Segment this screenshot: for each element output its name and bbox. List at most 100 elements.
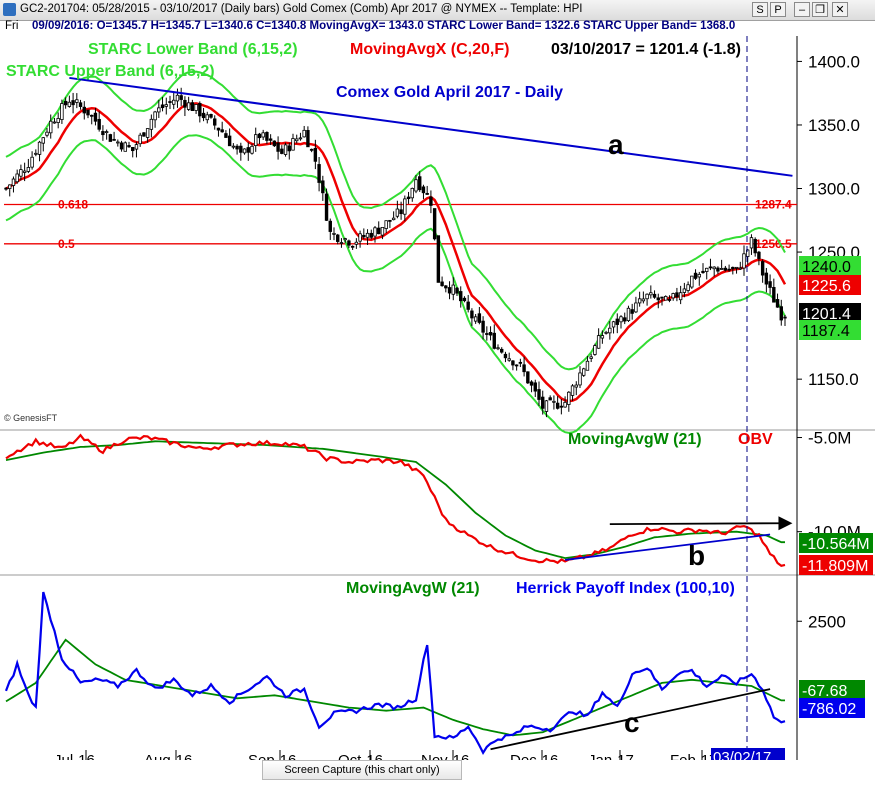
- candle-body: [626, 307, 631, 322]
- candle: [138, 132, 142, 147]
- candle: [190, 99, 195, 112]
- candle-body: [589, 356, 593, 359]
- candle-body: [596, 335, 601, 349]
- candle-body: [384, 220, 388, 229]
- candle: [324, 188, 329, 221]
- candle-body: [257, 133, 262, 139]
- candle-body: [86, 109, 90, 116]
- screen-capture-button[interactable]: Screen Capture (this chart only): [262, 760, 462, 780]
- candle-body: [585, 360, 590, 371]
- candle: [511, 360, 515, 371]
- candle: [485, 326, 489, 341]
- candle-body: [116, 141, 120, 144]
- candle-body: [529, 381, 534, 386]
- annotation-c: c: [624, 707, 640, 738]
- candle: [444, 285, 448, 293]
- candle: [447, 281, 452, 300]
- x-tick-label: Oct-16: [338, 752, 383, 760]
- candle: [101, 125, 105, 141]
- candle-body: [734, 266, 739, 269]
- candle: [570, 384, 575, 401]
- candle: [585, 356, 590, 371]
- candle: [172, 91, 176, 110]
- candle-body: [712, 266, 716, 270]
- s-button[interactable]: S: [752, 2, 768, 17]
- candle-body: [470, 310, 474, 319]
- candle-body: [224, 133, 228, 138]
- candle-body: [738, 267, 742, 270]
- candle: [693, 269, 698, 280]
- value-tag-bg: [799, 275, 861, 295]
- candle: [526, 371, 530, 385]
- candle: [22, 162, 27, 182]
- candle: [615, 313, 619, 334]
- candle: [8, 184, 12, 197]
- close-button[interactable]: ✕: [832, 2, 848, 17]
- candle-body: [395, 208, 400, 217]
- candle: [142, 132, 146, 137]
- candle: [328, 218, 332, 240]
- candle-body: [500, 348, 504, 353]
- candle-body: [541, 396, 545, 409]
- candle-body: [708, 266, 713, 269]
- candle-body: [567, 391, 571, 405]
- candle: [768, 274, 772, 295]
- candle-body: [239, 145, 243, 153]
- candle-body: [425, 193, 429, 195]
- candle-body: [138, 134, 142, 145]
- candle-body: [641, 298, 646, 302]
- candle: [19, 164, 23, 181]
- candle: [227, 128, 232, 147]
- candle-body: [101, 131, 105, 136]
- p-button[interactable]: P: [770, 2, 786, 17]
- candle-body: [742, 253, 746, 269]
- candle-body: [26, 167, 31, 172]
- starc-lower-band-line: [5, 134, 786, 434]
- candle: [365, 229, 370, 245]
- candle-body: [578, 372, 582, 386]
- candle-body: [142, 132, 146, 137]
- candle: [391, 211, 396, 221]
- candle: [395, 200, 400, 219]
- candle: [496, 344, 500, 351]
- candle: [604, 330, 608, 335]
- candle: [775, 293, 780, 308]
- candle-body: [339, 242, 344, 244]
- candle-body: [213, 118, 217, 126]
- candle-body: [675, 292, 679, 298]
- candle: [313, 139, 318, 170]
- chart-area[interactable]: 1400.01350.01300.01250.01150.0-5.0M-10.0…: [0, 0, 875, 760]
- candle: [362, 228, 366, 240]
- candle-body: [645, 293, 649, 300]
- starc-upper-band-line: [5, 70, 786, 371]
- candle: [11, 176, 16, 193]
- candle: [149, 114, 154, 138]
- candle-body: [522, 364, 526, 373]
- candle-body: [209, 114, 213, 118]
- candle: [488, 326, 493, 341]
- candle: [93, 107, 98, 126]
- x-tick-label: Nov-16: [421, 752, 469, 760]
- candle: [660, 296, 664, 306]
- value-tag-label: 1225.6: [802, 278, 851, 295]
- minimize-button[interactable]: –: [794, 2, 810, 17]
- candle-body: [716, 267, 720, 272]
- x-tick-label: Feb-17: [670, 752, 718, 760]
- candle-body: [380, 226, 385, 236]
- candle-body: [153, 111, 157, 121]
- price-tick-label: 1300.0: [808, 180, 860, 199]
- restore-button[interactable]: ❐: [812, 2, 828, 17]
- candle: [514, 364, 519, 371]
- candle-body: [276, 142, 280, 152]
- candle-body: [667, 299, 672, 301]
- value-tag-label: 1187.4: [802, 323, 850, 340]
- candle-body: [462, 297, 467, 302]
- candle-body: [11, 178, 16, 186]
- candle: [213, 115, 217, 130]
- candle-body: [664, 296, 668, 301]
- candle: [567, 391, 571, 412]
- candle-body: [56, 118, 60, 123]
- candle-body: [440, 281, 444, 287]
- candle: [619, 315, 623, 329]
- candle-body: [198, 103, 202, 117]
